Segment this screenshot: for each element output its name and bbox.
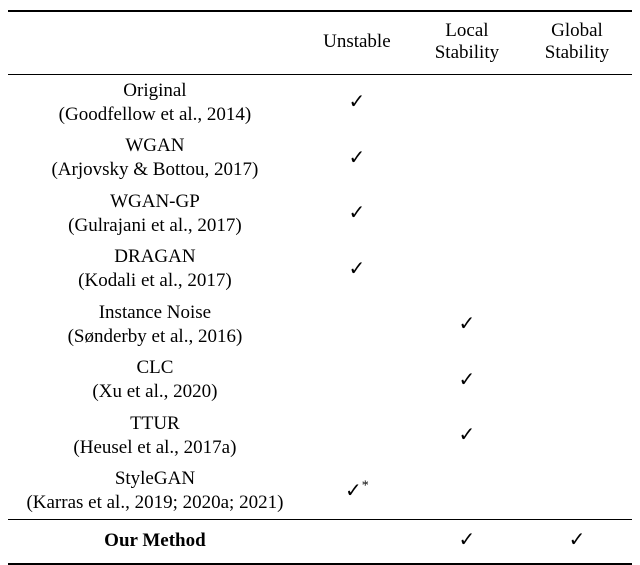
stability-table: Unstable Local Stability Global Stabilit… [8,10,632,565]
cell-local [412,74,522,130]
method-cell: TTUR (Heusel et al., 2017a) [8,408,302,464]
method-name: WGAN-GP [10,190,300,214]
cell-local [412,186,522,242]
table-row: Original (Goodfellow et al., 2014) ✓ [8,74,632,130]
table-row: Instance Noise (Sønderby et al., 2016) ✓ [8,297,632,353]
cell-global [522,130,632,186]
cell-unstable [302,352,412,408]
method-cite: (Kodali et al., 2017) [10,269,300,293]
method-cell: Instance Noise (Sønderby et al., 2016) [8,297,302,353]
cell-local: ✓ [412,519,522,564]
method-cite: (Sønderby et al., 2016) [10,325,300,349]
method-name: DRAGAN [10,245,300,269]
method-cite: (Karras et al., 2019; 2020a; 2021) [10,491,300,515]
method-name: Original [10,79,300,103]
method-name: TTUR [10,412,300,436]
cell-unstable: ✓* [302,463,412,519]
cell-unstable [302,297,412,353]
table-row: CLC (Xu et al., 2020) ✓ [8,352,632,408]
cell-unstable: ✓ [302,241,412,297]
method-name: WGAN [10,134,300,158]
cell-unstable: ✓ [302,130,412,186]
cell-local [412,130,522,186]
our-method-name: Our Method [10,529,300,553]
method-cite: (Arjovsky & Bottou, 2017) [10,158,300,182]
method-name: Instance Noise [10,301,300,325]
our-method-row: Our Method ✓ ✓ [8,519,632,564]
table-row: StyleGAN (Karras et al., 2019; 2020a; 20… [8,463,632,519]
cell-local: ✓ [412,408,522,464]
header-local: Local Stability [412,11,522,74]
cell-global [522,297,632,353]
method-cell: StyleGAN (Karras et al., 2019; 2020a; 20… [8,463,302,519]
method-cell: Our Method [8,519,302,564]
cell-unstable [302,408,412,464]
method-cite: (Xu et al., 2020) [10,380,300,404]
header-row: Unstable Local Stability Global Stabilit… [8,11,632,74]
cell-local: ✓ [412,352,522,408]
cell-global [522,352,632,408]
header-unstable: Unstable [302,11,412,74]
table-row: WGAN (Arjovsky & Bottou, 2017) ✓ [8,130,632,186]
method-cell: CLC (Xu et al., 2020) [8,352,302,408]
table-row: WGAN-GP (Gulrajani et al., 2017) ✓ [8,186,632,242]
method-cite: (Heusel et al., 2017a) [10,436,300,460]
header-global: Global Stability [522,11,632,74]
method-name: CLC [10,356,300,380]
cell-global [522,241,632,297]
cell-unstable: ✓ [302,74,412,130]
cell-global [522,463,632,519]
cell-local: ✓ [412,297,522,353]
method-cell: Original (Goodfellow et al., 2014) [8,74,302,130]
method-cell: WGAN (Arjovsky & Bottou, 2017) [8,130,302,186]
method-cite: (Gulrajani et al., 2017) [10,214,300,238]
method-cite: (Goodfellow et al., 2014) [10,103,300,127]
cell-global [522,186,632,242]
table-row: TTUR (Heusel et al., 2017a) ✓ [8,408,632,464]
cell-global [522,408,632,464]
cell-global: ✓ [522,519,632,564]
cell-global [522,74,632,130]
method-name: StyleGAN [10,467,300,491]
cell-unstable: ✓ [302,186,412,242]
method-cell: DRAGAN (Kodali et al., 2017) [8,241,302,297]
header-empty [8,11,302,74]
table-row: DRAGAN (Kodali et al., 2017) ✓ [8,241,632,297]
cell-local [412,241,522,297]
cell-local [412,463,522,519]
method-cell: WGAN-GP (Gulrajani et al., 2017) [8,186,302,242]
cell-unstable [302,519,412,564]
